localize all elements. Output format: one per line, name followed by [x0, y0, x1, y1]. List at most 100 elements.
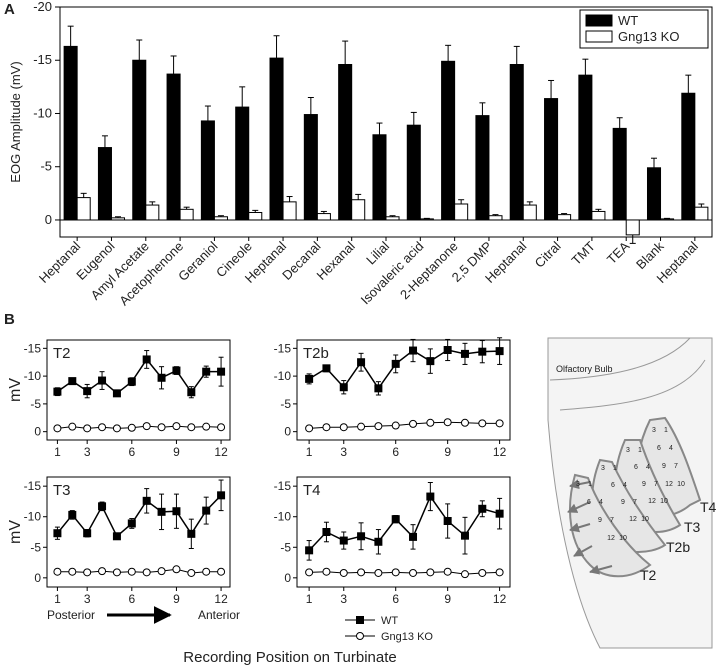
y-tick-label: 0 [34, 571, 41, 585]
position-number: 9 [642, 481, 646, 488]
bar [646, 167, 662, 221]
position-number: 7 [633, 499, 637, 506]
turbinate-label: T4 [700, 499, 717, 515]
marker [495, 419, 504, 428]
marker [374, 537, 383, 546]
annotation: Posterior [47, 608, 95, 622]
marker [460, 531, 469, 540]
marker [98, 502, 107, 511]
x-tick-label: 6 [392, 445, 399, 459]
x-tick-label: 1 [306, 445, 313, 459]
bar [488, 215, 503, 221]
marker [157, 567, 166, 576]
marker [374, 384, 383, 393]
marker [305, 424, 314, 433]
bar [166, 73, 181, 221]
position-number: 4 [669, 445, 673, 452]
y-axis-label: mV [7, 378, 24, 402]
marker [202, 422, 211, 431]
marker [305, 374, 314, 383]
series-line [308, 495, 500, 551]
marker [460, 349, 469, 358]
legend-label: WT [381, 615, 398, 627]
marker [478, 347, 487, 356]
marker [391, 568, 400, 577]
series-line [309, 571, 500, 575]
y-tick-label: -15 [24, 479, 42, 493]
marker [202, 367, 211, 376]
marker [83, 529, 92, 538]
bar [132, 59, 147, 221]
marker [202, 567, 211, 576]
position-number: 10 [677, 481, 685, 488]
position-number: 7 [654, 481, 658, 488]
x-tick-label: Heptanal [36, 238, 83, 285]
marker [68, 377, 77, 386]
position-number: 4 [599, 499, 603, 506]
bar [441, 60, 456, 221]
marker [157, 507, 166, 516]
x-tick-label: 3 [84, 592, 91, 606]
marker [68, 422, 77, 431]
marker [443, 346, 452, 354]
series-line [56, 358, 222, 395]
series-line [309, 421, 500, 429]
marker [83, 424, 92, 433]
marker [478, 504, 487, 513]
panel-label: A [4, 1, 15, 18]
marker [172, 366, 181, 375]
marker [460, 418, 469, 427]
x-axis-label: Recording Position on Turbinate [183, 649, 396, 666]
y-axis-label: EOG Amplitude (mV) [8, 61, 23, 182]
position-number: 12 [629, 516, 637, 523]
annotation: Anterior [198, 608, 240, 622]
y-tick-label: 0 [284, 571, 291, 585]
y-tick-label: -10 [274, 510, 292, 524]
y-tick-label: -15 [24, 341, 42, 355]
plot-frame [296, 339, 511, 441]
y-tick-label: 0 [34, 425, 41, 439]
marker [217, 567, 226, 576]
position-number: 7 [674, 463, 678, 470]
marker [409, 346, 418, 355]
y-tick-label: -10 [24, 369, 42, 383]
marker [443, 567, 452, 576]
marker [142, 422, 151, 431]
marker [187, 529, 196, 538]
marker [98, 376, 107, 385]
x-tick-label: 6 [392, 592, 399, 606]
bulb-boundary [549, 337, 691, 381]
position-number: 4 [646, 464, 650, 471]
marker [187, 568, 196, 577]
position-number: 12 [648, 498, 656, 505]
turbinate-label: T2b [666, 539, 690, 555]
position-number: 1 [664, 427, 668, 434]
y-tick-label: -15 [33, 52, 52, 67]
marker [322, 567, 331, 576]
marker [339, 423, 348, 432]
legend-label: Gng13 KO [381, 631, 433, 643]
bar [213, 216, 228, 221]
bulb-boundary [559, 359, 706, 411]
y-tick-label: -5 [30, 540, 41, 554]
plot-frame [46, 476, 231, 588]
bulb-label: Olfactory Bulb [556, 364, 613, 374]
y-tick-label: 0 [284, 425, 291, 439]
y-tick-label: -15 [274, 341, 292, 355]
x-tick-label: TEA [604, 238, 633, 267]
position-number: 9 [598, 517, 602, 524]
marker [157, 423, 166, 432]
position-number: 6 [587, 499, 591, 506]
series-line [308, 349, 500, 390]
position-number: 1 [638, 447, 642, 454]
marker [187, 423, 196, 432]
x-tick-label: 3 [84, 445, 91, 459]
y-tick-label: -15 [274, 479, 292, 493]
turbinate-diagram: Olfactory Bulb [547, 337, 713, 649]
bar [694, 206, 709, 221]
bar [419, 218, 434, 221]
marker [98, 423, 107, 432]
bar [454, 203, 469, 221]
marker [339, 568, 348, 577]
marker [142, 496, 151, 505]
